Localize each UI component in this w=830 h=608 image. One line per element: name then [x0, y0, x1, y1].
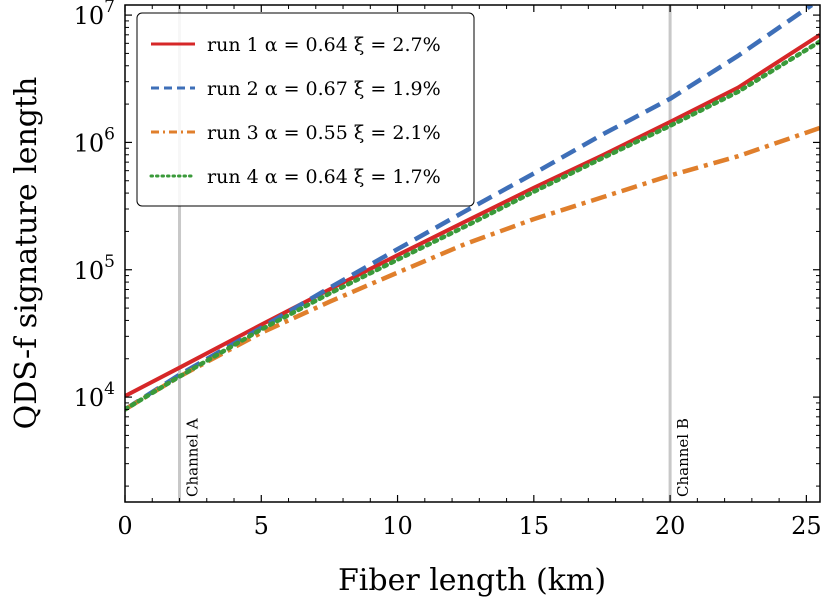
plot-frame — [124, 4, 821, 503]
x-tick-label: 20 — [655, 512, 686, 540]
x-tick-label: 10 — [382, 512, 413, 540]
y-tick-label: 106 — [74, 124, 115, 157]
reference-lines: Channel A Channel B — [178, 5, 692, 502]
legend-label-3: run 3 α = 0.55 ξ = 2.1% — [207, 122, 441, 144]
series-line-4 — [125, 39, 820, 412]
x-tick-label: 5 — [254, 512, 269, 540]
x-tick-label: 15 — [519, 512, 550, 540]
legend-label-1: run 1 α = 0.64 ξ = 2.7% — [207, 34, 441, 56]
y-tick-labels: 104 105 106 107 — [74, 0, 115, 412]
y-axis-label: QDS-f signature length — [9, 77, 44, 430]
series-line-1 — [125, 33, 820, 398]
x-tick-label: 0 — [117, 512, 132, 540]
series-line-3 — [125, 125, 820, 412]
x-tick-label: 25 — [791, 512, 822, 540]
legend: run 1 α = 0.64 ξ = 2.7% run 2 α = 0.67 ξ … — [136, 12, 475, 207]
legend-label-4: run 4 α = 0.64 ξ = 1.7% — [207, 166, 441, 188]
legend-frame — [136, 12, 475, 207]
x-tick-labels: 0 5 10 15 20 25 — [117, 512, 821, 540]
reference-line-label-1: Channel A — [184, 418, 202, 497]
y-tick-label: 104 — [74, 379, 115, 412]
reference-line-label-2: Channel B — [674, 418, 692, 497]
axis-ticks — [124, 5, 820, 502]
x-axis-label: Fiber length (km) — [338, 563, 606, 598]
legend-label-2: run 2 α = 0.67 ξ = 1.9% — [207, 78, 441, 100]
y-tick-label: 105 — [74, 252, 115, 285]
y-tick-label: 107 — [74, 0, 115, 30]
series-group — [125, 5, 820, 412]
